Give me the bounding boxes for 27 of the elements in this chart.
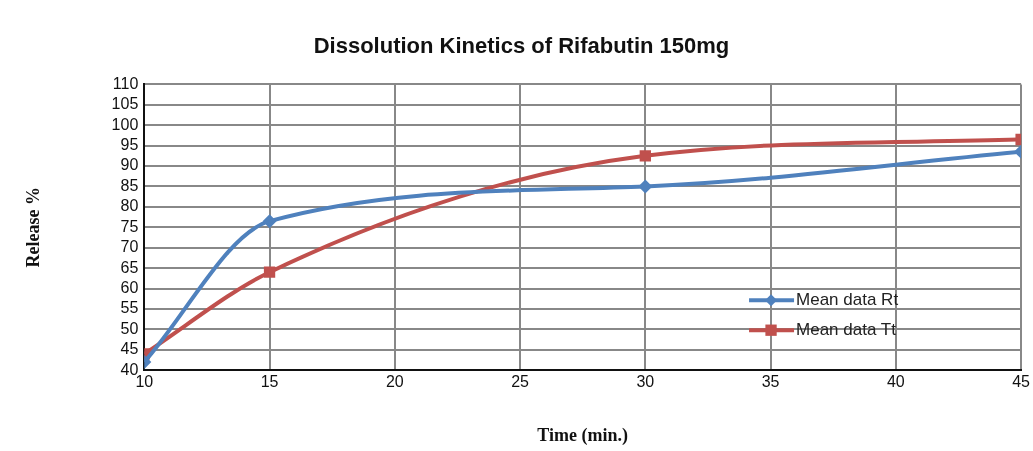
x-tick-label: 20 bbox=[385, 373, 404, 391]
y-tick-label: 60 bbox=[120, 278, 139, 296]
x-tick-label: 25 bbox=[511, 373, 530, 391]
y-tick-label: 90 bbox=[120, 156, 139, 174]
legend-label: Mean data Tt bbox=[796, 319, 897, 339]
x-tick-label: 35 bbox=[761, 373, 780, 391]
legend-label: Mean data Rt bbox=[796, 289, 899, 309]
y-tick-label: 80 bbox=[120, 197, 139, 215]
y-tick-label: 70 bbox=[120, 238, 139, 256]
y-tick-label: 50 bbox=[120, 319, 139, 337]
y-tick-label: 55 bbox=[120, 299, 139, 317]
x-tick-label: 10 bbox=[135, 373, 154, 391]
chart-title: Dissolution Kinetics of Rifabutin 150mg bbox=[313, 33, 730, 59]
y-axis-title: Release % bbox=[23, 187, 44, 268]
y-tick-label: 45 bbox=[120, 340, 139, 358]
x-axis-title: Time (min.) bbox=[537, 424, 629, 446]
y-tick-label: 100 bbox=[111, 115, 139, 133]
y-tick-label: 65 bbox=[120, 258, 139, 276]
x-tick-label: 45 bbox=[1012, 373, 1031, 391]
x-tick-label: 30 bbox=[636, 373, 655, 391]
y-tick-label: 85 bbox=[120, 176, 139, 194]
x-tick-label: 40 bbox=[886, 373, 905, 391]
y-tick-label: 95 bbox=[120, 136, 139, 154]
x-tick-label: 15 bbox=[260, 373, 279, 391]
y-tick-label: 105 bbox=[111, 95, 139, 113]
y-tick-label: 75 bbox=[120, 217, 139, 235]
y-tick-label: 110 bbox=[112, 74, 139, 92]
